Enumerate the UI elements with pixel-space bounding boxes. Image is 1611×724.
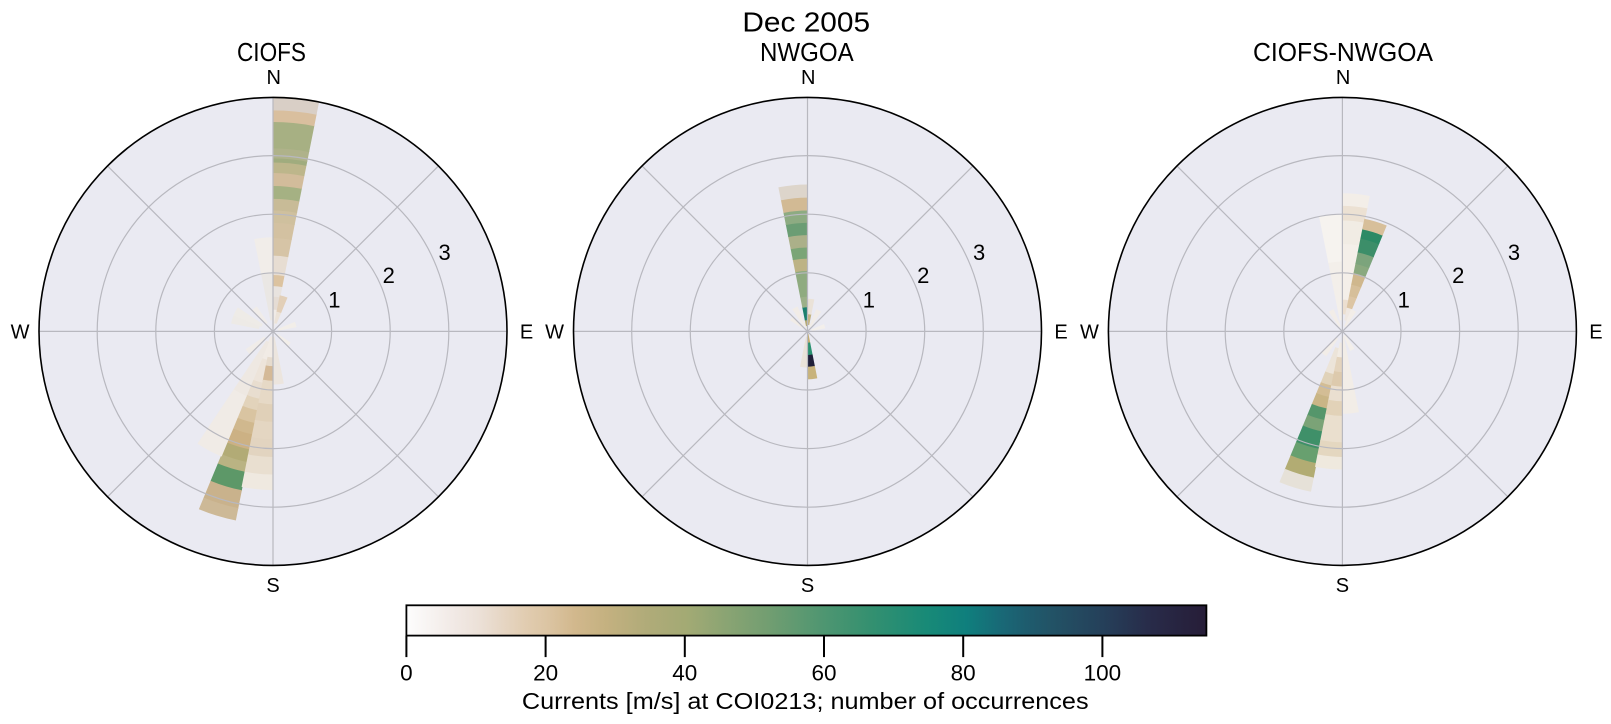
svg-text:Dec 2005: Dec 2005	[742, 6, 870, 37]
svg-text:W: W	[545, 322, 564, 344]
svg-text:S: S	[801, 575, 814, 597]
svg-text:3: 3	[973, 240, 985, 265]
svg-text:1: 1	[863, 287, 875, 312]
svg-text:E: E	[1589, 322, 1602, 344]
svg-text:E: E	[520, 322, 533, 344]
svg-text:2: 2	[1452, 263, 1464, 288]
svg-text:CIOFS-NWGOA: CIOFS-NWGOA	[1253, 39, 1433, 67]
svg-text:60: 60	[811, 661, 836, 686]
svg-text:S: S	[1336, 575, 1349, 597]
svg-text:2: 2	[917, 263, 929, 288]
svg-text:N: N	[1336, 67, 1350, 89]
svg-text:80: 80	[951, 661, 976, 686]
svg-text:Currents [m/s] at COI0213; num: Currents [m/s] at COI0213; number of occ…	[522, 688, 1089, 714]
svg-text:1: 1	[328, 287, 340, 312]
svg-text:3: 3	[1508, 240, 1520, 265]
svg-text:NWGOA: NWGOA	[760, 39, 854, 67]
svg-text:40: 40	[672, 661, 697, 686]
svg-text:0: 0	[400, 661, 413, 686]
svg-text:20: 20	[533, 661, 558, 686]
svg-text:1: 1	[1398, 287, 1410, 312]
svg-text:N: N	[801, 67, 815, 89]
svg-text:100: 100	[1084, 661, 1122, 686]
svg-text:E: E	[1054, 322, 1067, 344]
svg-text:W: W	[11, 322, 30, 344]
svg-text:3: 3	[438, 240, 450, 265]
svg-text:CIOFS: CIOFS	[237, 39, 306, 67]
svg-text:N: N	[266, 67, 280, 89]
svg-text:W: W	[1080, 322, 1099, 344]
svg-text:S: S	[266, 575, 279, 597]
svg-text:2: 2	[383, 263, 395, 288]
